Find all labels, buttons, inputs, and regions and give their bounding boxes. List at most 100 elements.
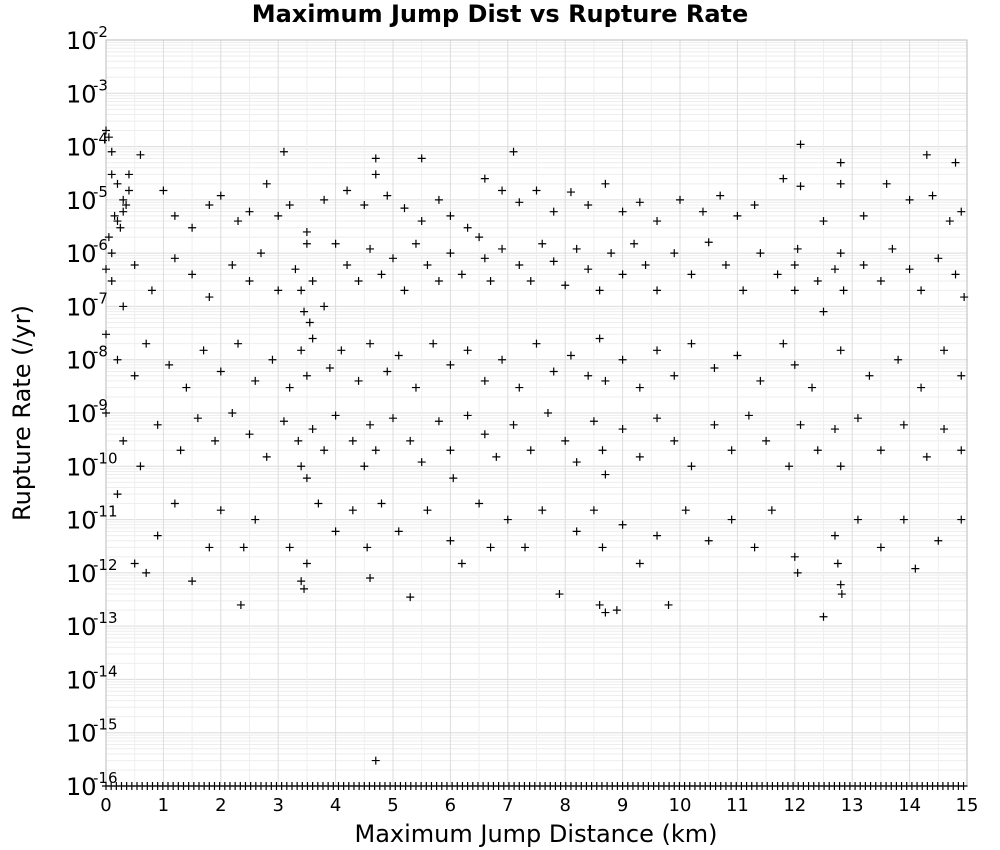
data-point <box>205 293 214 302</box>
data-point <box>170 254 179 263</box>
data-point <box>124 170 133 179</box>
data-point <box>957 446 966 455</box>
data-point <box>417 458 426 467</box>
data-point <box>371 446 380 455</box>
data-point <box>833 559 842 568</box>
data-point <box>371 154 380 163</box>
data-point <box>584 371 593 380</box>
data-point <box>363 543 372 552</box>
data-point <box>406 593 415 602</box>
data-point <box>515 198 524 207</box>
data-point <box>687 339 696 348</box>
data-point <box>951 158 960 167</box>
data-point <box>922 150 931 159</box>
data-point <box>107 147 116 156</box>
data-point <box>262 179 271 188</box>
x-tick-label: 12 <box>783 795 806 816</box>
data-point <box>302 239 311 248</box>
data-point <box>153 420 162 429</box>
x-tick-label: 10 <box>669 795 692 816</box>
data-point <box>417 217 426 226</box>
data-point <box>102 265 110 274</box>
data-point <box>102 409 110 417</box>
data-point <box>122 201 131 210</box>
data-point <box>612 606 621 615</box>
data-point <box>463 411 472 420</box>
y-tick: 10-3 <box>66 76 108 108</box>
data-point <box>305 318 314 327</box>
data-point <box>664 600 673 609</box>
data-point <box>819 307 828 316</box>
data-point <box>343 260 352 269</box>
data-point <box>767 506 776 515</box>
x-tick-label: 14 <box>898 795 921 816</box>
data-point <box>549 257 558 266</box>
data-point <box>297 346 306 355</box>
data-point <box>119 436 128 445</box>
data-point <box>446 446 455 455</box>
y-tick-exponent: -7 <box>93 289 108 307</box>
y-tick: 10-10 <box>66 449 118 481</box>
x-tick-label: 9 <box>617 795 628 816</box>
data-point <box>899 420 908 429</box>
data-point <box>859 211 868 220</box>
y-tick-exponent: -15 <box>93 716 118 734</box>
data-point <box>917 286 926 295</box>
data-point <box>480 254 489 263</box>
data-point <box>727 446 736 455</box>
data-point <box>790 260 799 269</box>
data-point <box>331 239 340 248</box>
data-point <box>934 536 943 545</box>
y-tick-exponent: -12 <box>93 556 118 574</box>
y-axis-label: Rupture Rate (/yr) <box>8 305 36 521</box>
data-point <box>773 270 782 279</box>
y-tick-exponent: -16 <box>93 769 118 787</box>
data-point <box>641 260 650 269</box>
y-tick: 10-5 <box>66 183 108 215</box>
data-point <box>394 351 403 360</box>
x-tick-label: 13 <box>841 795 864 816</box>
data-point <box>417 154 426 163</box>
data-point <box>808 383 817 392</box>
min-rate-point <box>959 782 968 790</box>
data-point <box>486 543 495 552</box>
data-point <box>423 506 432 515</box>
y-tick: 10-8 <box>66 343 108 375</box>
data-point <box>331 527 340 536</box>
data-point <box>406 436 415 445</box>
data-point <box>394 527 403 536</box>
y-tick: 10-11 <box>66 503 118 535</box>
data-point <box>498 186 507 195</box>
data-point <box>325 363 334 372</box>
data-point <box>853 515 862 524</box>
data-point <box>119 207 128 216</box>
y-tick: 10-15 <box>66 716 118 748</box>
data-point <box>635 198 644 207</box>
data-point <box>176 446 185 455</box>
data-point <box>733 351 742 360</box>
data-point <box>676 195 684 204</box>
data-point <box>216 506 225 515</box>
data-point <box>245 430 254 439</box>
data-point <box>572 527 581 536</box>
data-point <box>630 239 639 248</box>
data-point <box>274 211 283 220</box>
data-point <box>618 207 627 216</box>
data-point <box>865 371 874 380</box>
data-point <box>285 201 294 210</box>
data-point <box>446 249 455 258</box>
data-point <box>888 244 897 253</box>
x-axis-ticks: 0 1 2 3 4 5 6 7 8 9 10 11 12 13 14 15 <box>100 795 978 816</box>
data-point <box>566 351 575 360</box>
data-point <box>446 360 455 369</box>
data-point <box>377 499 386 508</box>
data-point <box>853 414 862 423</box>
y-tick-base: 10 <box>66 187 97 215</box>
y-tick-base: 10 <box>66 293 97 321</box>
data-point <box>698 207 707 216</box>
data-point <box>572 458 581 467</box>
data-point <box>704 238 713 247</box>
data-point <box>790 286 799 295</box>
data-point <box>532 186 541 195</box>
data-point <box>526 446 535 455</box>
